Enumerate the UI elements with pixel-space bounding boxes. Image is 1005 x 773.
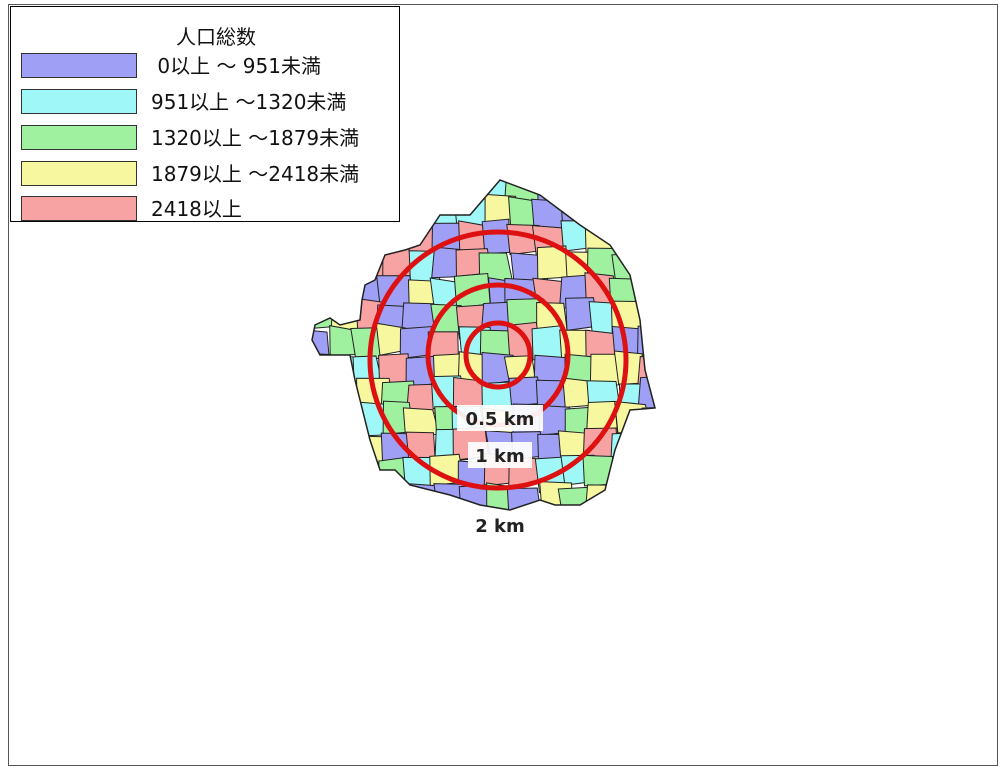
district-polygon: [400, 180, 439, 200]
ring-label-1km: 1 km: [468, 442, 532, 468]
svg-text:1 km: 1 km: [475, 446, 525, 467]
ring-label-0-5km: 0.5 km: [457, 405, 543, 431]
legend-label: 1320以上 ～1879未満: [151, 126, 360, 150]
legend-item: 951以上 ～1320未満: [21, 89, 391, 115]
district-polygon: [641, 406, 655, 440]
district-polygon: [642, 196, 655, 233]
city-outline: [311, 179, 656, 511]
district-polygon: [312, 432, 335, 468]
legend-swatch: [21, 53, 137, 78]
district-polygon: [563, 508, 598, 510]
district-polygon: [614, 224, 652, 259]
district-polygon: [375, 220, 409, 252]
district-polygon: [585, 195, 620, 231]
legend-item: 1320以上 ～1879未満: [21, 125, 391, 151]
district-polygon: [590, 180, 625, 204]
district-polygon: [531, 325, 563, 361]
district-polygon: [530, 507, 566, 510]
district-polygon: [562, 377, 592, 408]
distance-rings: [367, 229, 629, 491]
district-polygon: [403, 504, 437, 510]
district-polygon: [312, 225, 332, 260]
district-polygon: [644, 180, 655, 208]
district-polygon: [329, 274, 366, 309]
district-polygon: [351, 225, 384, 260]
district-polygon: [636, 220, 655, 252]
legend-title: 人口総数: [176, 25, 256, 49]
district-polygon: [558, 180, 592, 199]
district-polygon: [584, 484, 622, 510]
district-polygon: [433, 508, 469, 510]
district-polygon: [637, 505, 655, 510]
legend: 人口総数 0以上 ～ 951未満 951以上 ～1320未満 1320以上 ～1…: [10, 6, 400, 222]
legend-label: 951以上 ～1320未満: [151, 90, 347, 114]
district-polygon: [614, 479, 649, 510]
district-polygon: [636, 252, 655, 285]
district-polygon: [584, 507, 618, 510]
district-polygon: [433, 180, 469, 204]
district-polygon: [329, 458, 361, 492]
district-polygon: [640, 478, 655, 510]
ring-label-2km: 2 km: [466, 512, 534, 538]
district-polygon: [324, 433, 362, 469]
legend-swatch: [21, 161, 137, 186]
district-polygon: [328, 481, 361, 510]
district-polygon: [616, 201, 653, 236]
district-polygon: [322, 508, 359, 510]
district-polygon: [353, 512, 383, 541]
district-polygon: [326, 402, 360, 439]
district-polygon: [305, 511, 338, 546]
district-polygon: [350, 484, 389, 510]
district-polygon: [312, 274, 336, 309]
legend-item: 2418以上: [21, 196, 391, 222]
district-polygon: [640, 430, 655, 465]
district-polygon: [312, 483, 337, 510]
legend-item: 0以上 ～ 951未満: [21, 53, 391, 79]
district-polygon: [312, 352, 335, 386]
legend-label: 0以上 ～ 951未満: [151, 54, 321, 78]
ring-2km: [367, 229, 629, 491]
district-polygon: [312, 380, 332, 416]
district-polygon: [613, 180, 648, 207]
district-polygon: [614, 506, 647, 510]
district-polygon: [380, 504, 415, 510]
district-polygon: [633, 274, 655, 313]
district-polygon: [384, 485, 413, 510]
district-polygon: [641, 297, 655, 332]
legend-swatch: [21, 89, 137, 114]
legend-label: 1879以上 ～2418未満: [151, 162, 360, 186]
district-polygon: [322, 381, 361, 418]
district-polygon: [326, 246, 363, 278]
legend-swatch: [21, 196, 137, 221]
legend-label: 2418以上: [151, 197, 242, 221]
district-polygon: [614, 459, 650, 497]
district-polygon: [312, 250, 331, 283]
ring-0-5km: [463, 320, 533, 390]
district-polygon: [312, 404, 337, 439]
district-polygon: [312, 453, 335, 492]
svg-text:0.5 km: 0.5 km: [466, 409, 535, 430]
svg-text:2 km: 2 km: [475, 516, 525, 537]
legend-swatch: [21, 125, 137, 150]
district-polygon: [635, 456, 655, 488]
legend-item: 1879以上 ～2418未満: [21, 161, 391, 187]
district-polygon: [329, 222, 364, 259]
district-polygon: [557, 486, 592, 510]
